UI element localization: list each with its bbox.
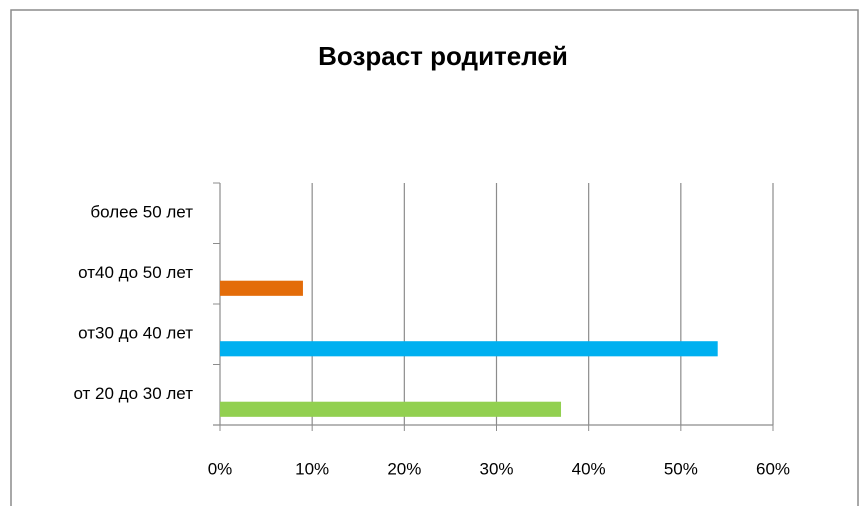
bar bbox=[220, 280, 303, 296]
y-tick-label: от40 до 50 лет bbox=[78, 263, 193, 282]
chart-frame bbox=[10, 9, 859, 506]
x-tick-label: 0% bbox=[208, 459, 233, 478]
x-tick-label: 40% bbox=[572, 459, 606, 478]
x-tick-label: 20% bbox=[387, 459, 421, 478]
x-tick-label: 50% bbox=[664, 459, 698, 478]
y-tick-label: более 50 лет bbox=[90, 203, 193, 222]
x-tick-label: 60% bbox=[756, 459, 790, 478]
bar bbox=[220, 401, 562, 417]
y-tick-label: от 20 до 30 лет bbox=[73, 384, 193, 403]
x-tick-label: 10% bbox=[295, 459, 329, 478]
x-tick-label: 30% bbox=[479, 459, 513, 478]
bar bbox=[220, 341, 718, 357]
y-tick-label: от30 до 40 лет bbox=[78, 324, 193, 343]
chart-title: Возраст родителей bbox=[318, 41, 568, 71]
